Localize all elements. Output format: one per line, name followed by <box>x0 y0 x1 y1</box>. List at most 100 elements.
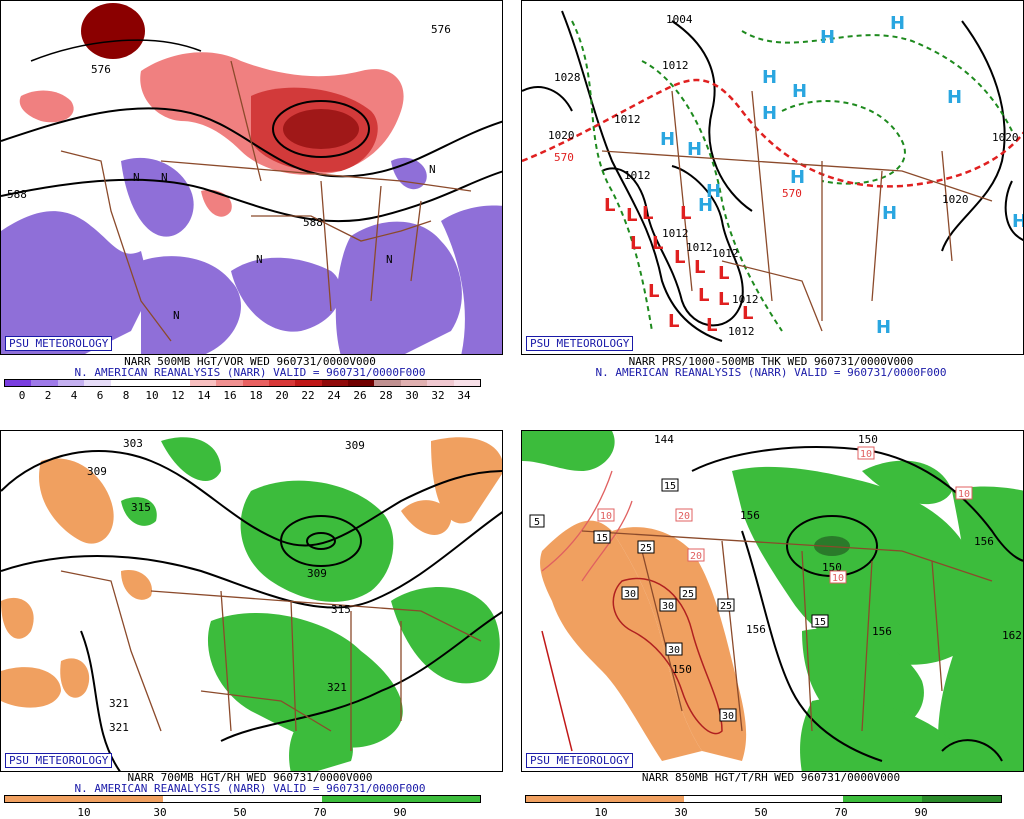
contour-label: 156 <box>974 535 994 548</box>
contour-label: 156 <box>872 625 892 638</box>
colorbar-tick: 0 <box>18 389 26 402</box>
colorbar-tick: 34 <box>457 389 471 402</box>
caption-title: NARR 700MB HGT/RH WED 960731/0000V000 <box>127 771 373 784</box>
colorbar-tick: 50 <box>754 806 768 819</box>
rh-moist-region <box>207 612 403 748</box>
temperature-label: 30 <box>668 645 680 656</box>
caption-subtitle: N. AMERICAN REANALYSIS (NARR) VALID = 96… <box>595 366 947 379</box>
vort-negative-region <box>231 257 341 332</box>
thickness-570-line <box>522 78 1023 188</box>
rh-dry-region <box>540 520 702 761</box>
temperature-label: 25 <box>720 601 732 612</box>
isobar-label: 1028 <box>554 71 581 84</box>
vort-positive-region <box>19 90 74 123</box>
colorbar-ticks: 10 30 50 70 90 <box>4 806 481 819</box>
colorbar-tick: 14 <box>197 389 211 402</box>
boundary-lines <box>581 530 993 732</box>
rh-dry-region <box>1 597 34 639</box>
low-pressure-marker: L <box>652 233 663 254</box>
colorbar-tick: 18 <box>249 389 263 402</box>
isobar-label: 1012 <box>712 247 739 260</box>
contour-label: 309 <box>307 567 327 580</box>
height-contour <box>741 530 883 762</box>
colorbar-tick: 26 <box>353 389 367 402</box>
low-pressure-marker: L <box>718 263 729 284</box>
vort-positive-max <box>283 109 359 149</box>
rh-moist-region <box>289 718 353 771</box>
temperature-label: 30 <box>624 589 636 600</box>
temperature-label: 10 <box>860 449 872 460</box>
contour-label: 321 <box>109 697 129 710</box>
vort-minimum-marker: N <box>256 253 263 266</box>
height-contour <box>30 39 202 62</box>
caption-subtitle: N. AMERICAN REANALYSIS (NARR) VALID = 96… <box>74 782 426 795</box>
isobar <box>1004 180 1023 241</box>
rh-moist-region <box>522 431 615 471</box>
temperature-label: 10 <box>600 511 612 522</box>
boundary-lines <box>60 570 482 751</box>
high-pressure-marker: H <box>698 195 713 216</box>
high-pressure-marker: H <box>890 13 905 34</box>
colorbar-tick: 10 <box>594 806 608 819</box>
temperature-contour <box>541 630 573 752</box>
temperature-label: 5 <box>534 517 540 528</box>
colorbar-tick: 70 <box>834 806 848 819</box>
temperature-label: 10 <box>958 489 970 500</box>
colorbar <box>4 795 481 803</box>
contour-label: 315 <box>331 603 351 616</box>
height-contour <box>941 739 1003 762</box>
colorbar-tick: 4 <box>70 389 78 402</box>
colorbar-tick: 22 <box>301 389 315 402</box>
low-pressure-marker: L <box>718 289 729 310</box>
contour-label: 150 <box>858 433 878 446</box>
temperature-label: 30 <box>662 601 674 612</box>
temperature-label: 20 <box>690 551 702 562</box>
isobar-label: 1012 <box>662 59 689 72</box>
height-contour <box>1 170 502 223</box>
high-pressure-marker: H <box>706 181 721 202</box>
vort-minimum-marker: N <box>161 171 168 184</box>
low-pressure-marker: L <box>648 281 659 302</box>
low-pressure-marker: L <box>604 195 615 216</box>
rh-moist-region <box>240 480 394 602</box>
isobar-label: 1012 <box>732 293 759 306</box>
low-pressure-marker: L <box>706 315 717 336</box>
colorbar-tick: 2 <box>44 389 52 402</box>
rh-moist-region <box>732 466 986 665</box>
caption-subtitle: N. AMERICAN REANALYSIS (NARR) VALID = 96… <box>74 366 426 379</box>
colorbar-tick: 10 <box>77 806 91 819</box>
boundary-lines <box>601 90 993 332</box>
rh-dry-region <box>431 437 502 524</box>
height-contour <box>272 100 370 158</box>
panel-850mb: 144 150 156 150 156 156 156 150 162 5 10… <box>521 430 1024 819</box>
high-pressure-marker: H <box>660 129 675 150</box>
vort-max-center <box>81 3 145 59</box>
rh-moist-region <box>121 497 157 526</box>
map-500mb: 576 576 588 588 N N N N N N PSU METEOROL… <box>0 0 503 355</box>
isobar-label: 1020 <box>548 129 575 142</box>
high-pressure-marker: H <box>687 139 702 160</box>
rh-dry-region <box>401 500 451 535</box>
colorbar-tick: 90 <box>393 806 407 819</box>
contour-label: 321 <box>109 721 129 734</box>
thickness-contour <box>571 20 653 332</box>
contour-label: 303 <box>123 437 143 450</box>
isobar-label: 1020 <box>992 131 1019 144</box>
map-500mb-graphic: 576 576 588 588 N N N N N N <box>1 3 502 354</box>
map-850mb: 144 150 156 150 156 156 156 150 162 5 10… <box>521 430 1024 772</box>
temperature-label: 15 <box>596 533 608 544</box>
contour-label: 588 <box>303 216 323 229</box>
caption-title: NARR PRS/1000-500MB THK WED 960731/0000V… <box>628 355 914 368</box>
low-pressure-marker: L <box>698 285 709 306</box>
contour-label: 309 <box>87 465 107 478</box>
branding-badge: PSU METEOROLOGY <box>526 336 634 351</box>
colorbar-tick: 30 <box>405 389 419 402</box>
isobar <box>522 86 573 112</box>
isobar <box>561 10 723 342</box>
temperature-label: 15 <box>814 617 826 628</box>
colorbar-tick: 28 <box>379 389 393 402</box>
caption-title: NARR 850MB HGT/T/RH WED 960731/0000V000 <box>641 771 901 784</box>
low-pressure-marker: L <box>626 205 637 226</box>
vort-minimum-marker: N <box>386 253 393 266</box>
map-700mb: 303 309 315 309 309 315 321 321 321 PSU … <box>0 430 503 772</box>
